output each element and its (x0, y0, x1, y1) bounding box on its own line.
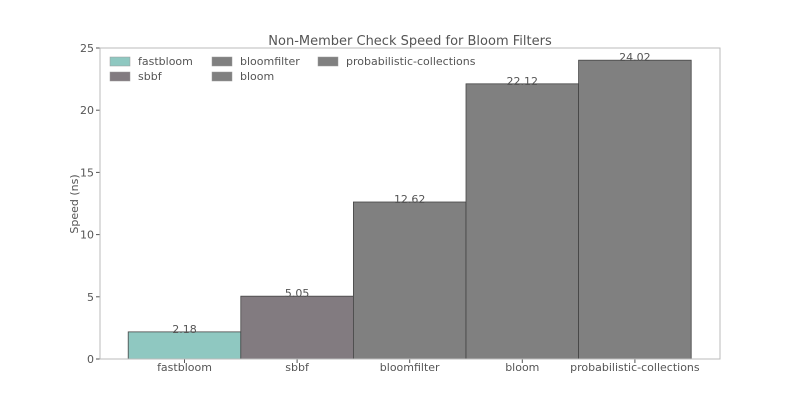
legend: fastbloom sbbf bloomfilter bloom probabilist… (109, 55, 476, 83)
legend-swatch-bloom (211, 71, 233, 82)
data-label-fastbloom: 2.18 (172, 323, 197, 336)
y-tick-label: 15 (80, 166, 94, 179)
legend-swatch-bloomfilter (211, 56, 233, 67)
legend-label-probabilistic-collections: probabilistic-collections (346, 55, 476, 68)
legend-swatch-probabilistic-collections (317, 56, 339, 67)
x-tick-label: probabilistic-collections (570, 361, 700, 374)
data-labels-group: 2.18 5.05 12.62 22.12 24.02 (172, 51, 650, 336)
bar-sbbf (240, 295, 354, 360)
legend-swatch-fastbloom (109, 56, 131, 67)
legend-label-fastbloom: fastbloom (138, 55, 193, 68)
data-label-probabilistic-collections: 24.02 (619, 51, 651, 64)
bar-fastbloom (127, 331, 242, 360)
x-tick-label: fastbloom (157, 361, 212, 374)
data-label-bloomfilter: 12.62 (394, 193, 426, 206)
bar-bloom (465, 83, 579, 360)
x-tick-label: bloom (505, 361, 539, 374)
y-tick-label: 25 (80, 42, 94, 55)
legend-label-bloomfilter: bloomfilter (240, 55, 300, 68)
legend-swatch-sbbf (109, 71, 131, 82)
plot-frame (99, 47, 721, 360)
bar-probabilistic-collections (578, 59, 692, 360)
y-tick-label: 0 (87, 353, 94, 366)
y-tick-label: 20 (80, 104, 94, 117)
x-tick-label: bloomfilter (380, 361, 440, 374)
legend-label-bloom: bloom (240, 70, 274, 83)
bar-bloomfilter (352, 201, 467, 360)
y-tick-label: 10 (80, 229, 94, 242)
y-tick-label: 5 (87, 291, 94, 304)
y-ticks-group: 0 5 10 15 20 25 (80, 42, 100, 366)
chart-title: Non-Member Check Speed for Bloom Filters (268, 34, 552, 49)
x-tick-label: sbbf (285, 361, 310, 374)
y-axis-label: Speed (ns) (68, 174, 81, 233)
x-ticks-group: fastbloom sbbf bloomfilter bloom probabilist… (157, 359, 700, 374)
legend-label-sbbf: sbbf (138, 70, 163, 83)
data-label-sbbf: 5.05 (285, 287, 310, 300)
bars-group (127, 59, 692, 360)
data-label-bloom: 22.12 (507, 75, 539, 88)
